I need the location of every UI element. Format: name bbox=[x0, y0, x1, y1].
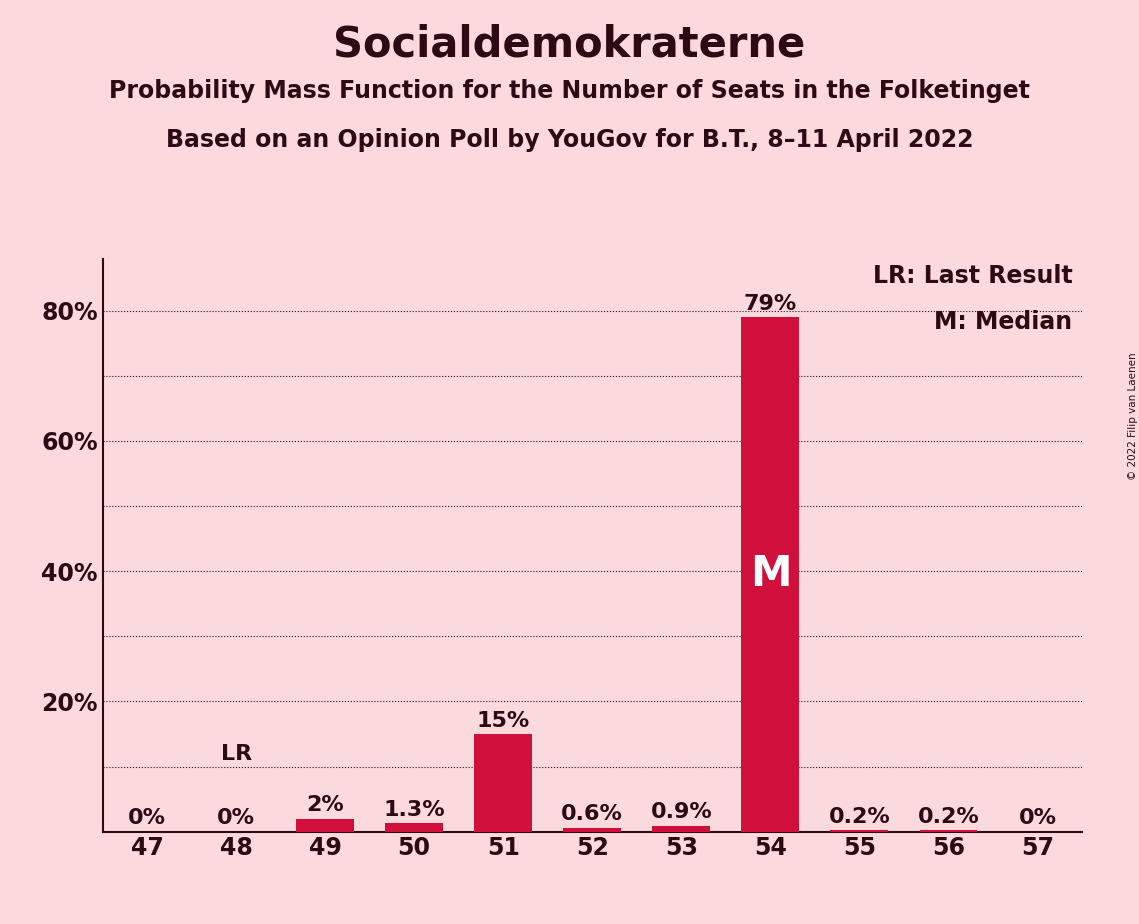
Text: 2%: 2% bbox=[306, 796, 344, 815]
Bar bbox=[385, 823, 443, 832]
Text: Based on an Opinion Poll by YouGov for B.T., 8–11 April 2022: Based on an Opinion Poll by YouGov for B… bbox=[166, 128, 973, 152]
Text: LR: LR bbox=[221, 744, 252, 764]
Text: 0%: 0% bbox=[128, 808, 166, 828]
Text: 79%: 79% bbox=[744, 294, 797, 314]
Text: 0.2%: 0.2% bbox=[828, 807, 891, 827]
Text: 0.6%: 0.6% bbox=[562, 805, 623, 824]
Bar bbox=[474, 734, 532, 832]
Text: 15%: 15% bbox=[476, 711, 530, 731]
Text: 1.3%: 1.3% bbox=[384, 800, 445, 820]
Text: 0%: 0% bbox=[218, 808, 255, 828]
Text: Socialdemokraterne: Socialdemokraterne bbox=[334, 23, 805, 65]
Text: 0.2%: 0.2% bbox=[918, 807, 980, 827]
Text: 0.9%: 0.9% bbox=[650, 802, 712, 822]
Bar bbox=[296, 819, 354, 832]
Text: LR: Last Result: LR: Last Result bbox=[872, 264, 1072, 288]
Text: Probability Mass Function for the Number of Seats in the Folketinget: Probability Mass Function for the Number… bbox=[109, 79, 1030, 103]
Text: M: Median: M: Median bbox=[934, 310, 1072, 334]
Bar bbox=[653, 826, 711, 832]
Text: M: M bbox=[749, 553, 792, 595]
Text: 0%: 0% bbox=[1018, 808, 1057, 828]
Bar bbox=[741, 317, 800, 832]
Bar bbox=[830, 831, 888, 832]
Text: © 2022 Filip van Laenen: © 2022 Filip van Laenen bbox=[1128, 352, 1138, 480]
Bar bbox=[564, 828, 621, 832]
Bar bbox=[919, 831, 977, 832]
